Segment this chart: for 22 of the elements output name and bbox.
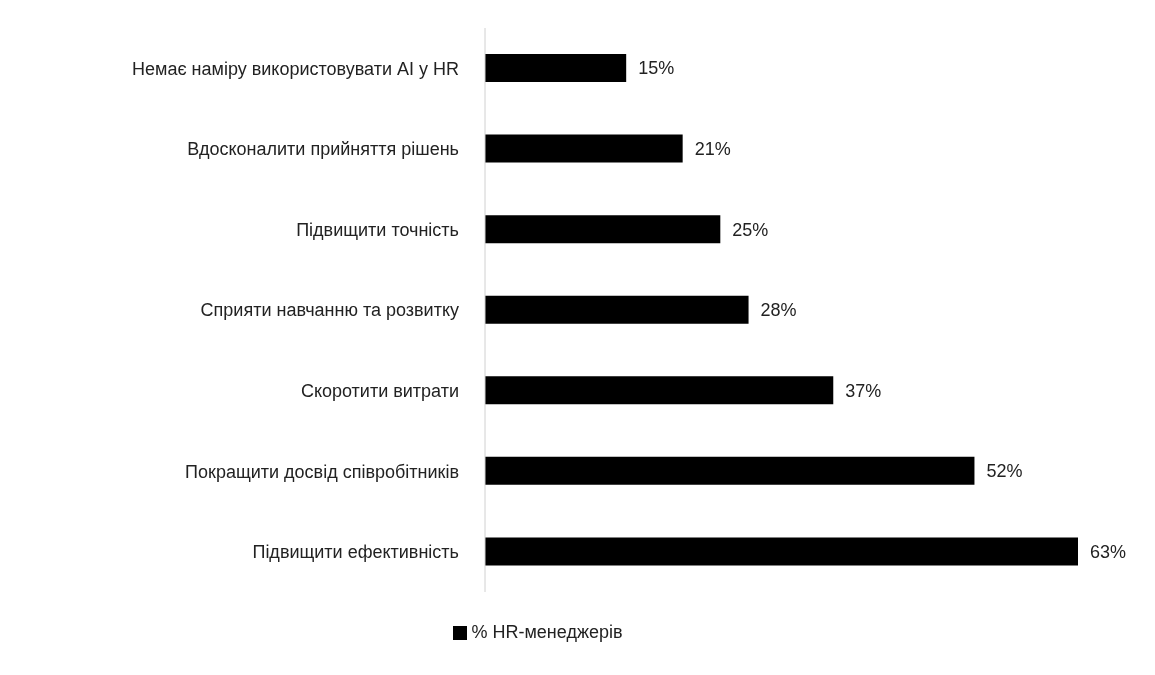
y-tick-label: Покращити досвід співробітників <box>185 461 459 482</box>
bar <box>485 376 834 405</box>
bar <box>485 456 975 485</box>
bar <box>485 215 721 244</box>
y-tick-label: Вдосконалити прийняття рішень <box>187 139 459 160</box>
bar <box>485 295 749 324</box>
data-label: 37% <box>845 380 882 401</box>
y-tick-label: Підвищити точність <box>296 219 459 240</box>
y-tick-label: Сприяти навчанню та розвитку <box>200 300 459 321</box>
data-label: 52% <box>986 461 1023 482</box>
bar <box>485 54 627 82</box>
data-label: 63% <box>1090 541 1127 562</box>
data-label: 21% <box>694 138 731 159</box>
legend-label: % HR-менеджерів <box>471 622 623 642</box>
y-tick-label: Немає наміру використовувати AI у HR <box>132 58 459 79</box>
y-tick-label: Підвищити ефективність <box>252 542 459 563</box>
bar <box>485 134 683 163</box>
y-tick-label: Скоротити витрати <box>300 380 459 401</box>
data-label: 28% <box>760 300 797 321</box>
bar <box>485 537 1078 566</box>
data-label: 15% <box>638 58 675 79</box>
data-label: 25% <box>732 219 769 240</box>
